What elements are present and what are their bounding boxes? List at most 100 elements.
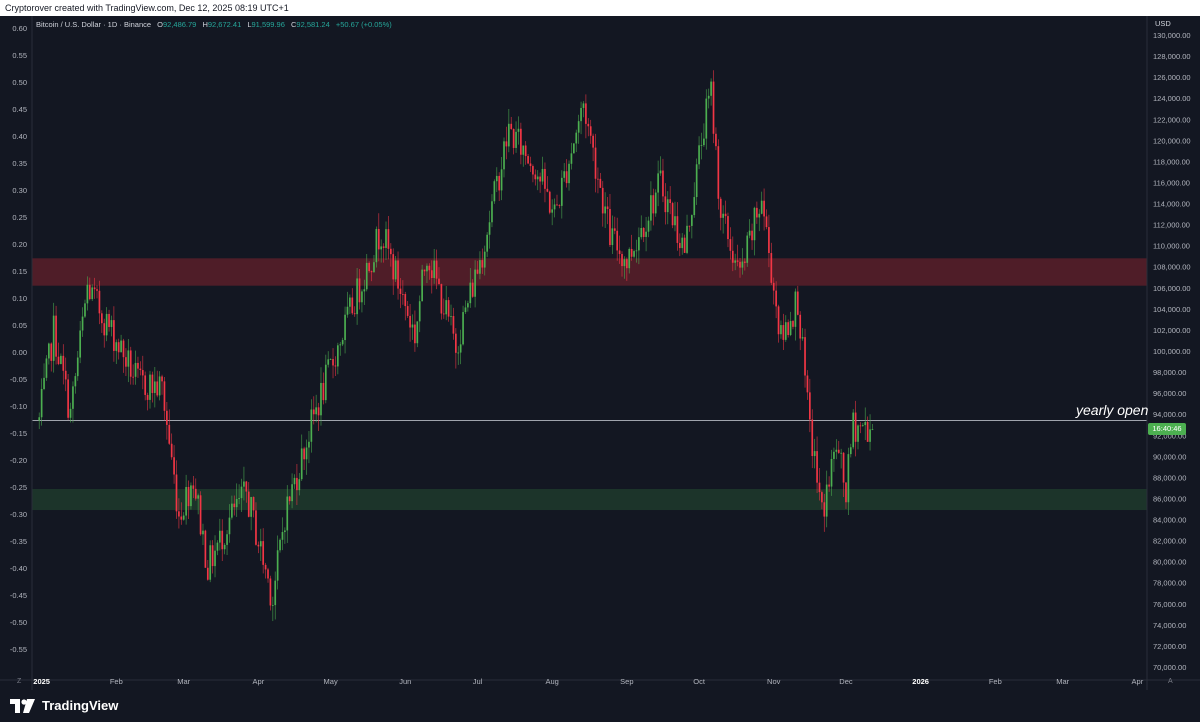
candle xyxy=(654,189,657,217)
candle xyxy=(659,156,662,176)
candle xyxy=(765,209,768,230)
candle xyxy=(284,527,286,544)
candle xyxy=(794,288,797,341)
candle xyxy=(666,191,669,225)
candle xyxy=(618,235,621,264)
candle xyxy=(671,201,674,229)
candle xyxy=(235,483,238,517)
z-button[interactable]: Z xyxy=(17,678,22,685)
price-tick-label: 100,000.00 xyxy=(1153,347,1191,356)
candle xyxy=(334,356,337,377)
candle xyxy=(534,169,537,186)
candle xyxy=(55,305,57,365)
candle xyxy=(664,183,667,225)
candle xyxy=(529,156,532,173)
candle xyxy=(38,412,41,430)
candle xyxy=(91,284,94,302)
candle xyxy=(423,269,426,276)
candle xyxy=(756,201,758,224)
candle xyxy=(871,423,874,431)
left-axis-tick-label: -0.45 xyxy=(10,591,27,600)
candle xyxy=(308,430,310,464)
candle xyxy=(840,448,843,469)
candle xyxy=(418,295,421,333)
candle xyxy=(686,214,688,255)
candle xyxy=(223,543,226,555)
time-tick-label: Mar xyxy=(1056,677,1069,686)
candle xyxy=(62,344,65,385)
candle xyxy=(743,258,746,271)
left-axis-tick-label: -0.20 xyxy=(10,456,27,465)
candle xyxy=(286,485,289,543)
left-axis-tick-label: 0.35 xyxy=(12,159,27,168)
candle xyxy=(221,519,224,562)
chart-frame[interactable]: 130,000.00 128,000.00 126,000.00 124,000.00… xyxy=(0,16,1200,690)
candle xyxy=(734,253,737,271)
candle xyxy=(79,321,82,364)
price-tick-label: 82,000.00 xyxy=(1153,537,1186,546)
auto-scale-button[interactable]: A xyxy=(1168,678,1173,685)
candle xyxy=(88,277,91,301)
candle xyxy=(110,315,113,337)
tradingview-logo[interactable]: TradingView xyxy=(10,698,118,713)
candle xyxy=(305,439,308,475)
candle xyxy=(291,473,293,509)
candle xyxy=(149,370,151,409)
candle xyxy=(293,474,296,489)
candle xyxy=(387,215,390,260)
candle xyxy=(669,186,672,215)
left-axis-tick-label: -0.05 xyxy=(10,375,27,384)
candle xyxy=(255,502,257,546)
candle xyxy=(777,304,780,343)
left-axis-tick-label: 0.50 xyxy=(12,78,27,87)
candle xyxy=(105,307,108,342)
candle xyxy=(628,247,631,274)
candle xyxy=(120,334,122,353)
candle xyxy=(471,279,474,298)
candle xyxy=(353,306,356,317)
candle xyxy=(623,256,626,279)
candle xyxy=(621,251,623,277)
candle xyxy=(324,354,327,404)
candle xyxy=(231,495,233,520)
price-tick-label: 92,000.00 xyxy=(1153,431,1186,440)
candle xyxy=(565,159,568,188)
candle xyxy=(100,310,103,333)
candle xyxy=(380,239,383,263)
candle xyxy=(281,517,284,551)
price-tick-label: 80,000.00 xyxy=(1153,558,1186,567)
candle xyxy=(491,194,493,228)
price-tick-label: 122,000.00 xyxy=(1153,115,1191,124)
candle xyxy=(546,176,549,193)
candle xyxy=(377,213,380,262)
candle xyxy=(707,88,710,109)
candle xyxy=(541,156,544,185)
candle xyxy=(233,495,236,516)
candle xyxy=(45,355,48,381)
candlestick-chart[interactable]: 130,000.00 128,000.00 126,000.00 124,000.00… xyxy=(0,16,1200,690)
candle xyxy=(166,402,168,440)
candle xyxy=(262,528,265,574)
candle xyxy=(647,216,650,238)
candle xyxy=(84,299,86,318)
candle xyxy=(312,396,315,425)
candle xyxy=(76,350,79,381)
candle xyxy=(185,474,187,525)
candle xyxy=(161,374,163,395)
candle xyxy=(828,476,830,492)
candle xyxy=(464,300,467,315)
candle xyxy=(563,163,566,182)
candle xyxy=(361,289,363,313)
change-value: +50.67 (+0.05%) xyxy=(335,20,392,29)
candle xyxy=(522,145,525,167)
candle xyxy=(698,136,700,170)
candle xyxy=(835,439,838,460)
candle xyxy=(264,562,267,579)
candle xyxy=(532,164,534,183)
candle xyxy=(411,314,414,340)
candle xyxy=(180,502,183,525)
currency-label[interactable]: USD xyxy=(1155,19,1171,28)
price-tick-label: 98,000.00 xyxy=(1153,368,1186,377)
candle xyxy=(115,339,118,365)
candle xyxy=(385,221,387,260)
